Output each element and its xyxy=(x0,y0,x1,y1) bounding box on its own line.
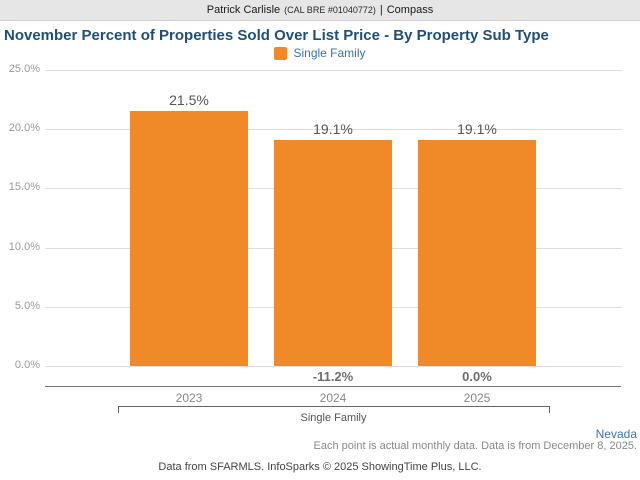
attribution: Data from SFARMLS. InfoSparks © 2025 Sho… xyxy=(158,461,482,473)
gridline xyxy=(45,366,622,367)
chart-title: November Percent of Properties Sold Over… xyxy=(4,27,549,44)
change-label-2025: 0.0% xyxy=(462,369,492,384)
x-tick-label-2025: 2025 xyxy=(463,391,491,405)
agent-license: (CAL BRE #01040772) xyxy=(284,5,376,15)
bar-group-2023: 21.5% xyxy=(130,70,248,366)
group-bracket-label: Single Family xyxy=(300,412,367,424)
x-tick-label-2023: 2023 xyxy=(175,391,203,405)
gridline xyxy=(45,70,622,71)
brokerage-name: Compass xyxy=(386,4,434,16)
bar-2025 xyxy=(418,139,536,366)
legend: Single Family xyxy=(0,46,640,60)
x-axis-line xyxy=(45,386,621,387)
plot-area: 21.5% 19.1% 19.1% xyxy=(45,70,622,367)
gridline xyxy=(45,129,622,131)
bar-value-label: 19.1% xyxy=(457,120,497,137)
bar-2024 xyxy=(274,139,392,366)
y-axis: 25.0% 20.0% 15.0% 10.0% 5.0% 0.0% xyxy=(0,63,40,371)
legend-label-single-family[interactable]: Single Family xyxy=(293,46,366,60)
bar-value-label: 19.1% xyxy=(313,120,353,137)
agent-name: Patrick Carlisle xyxy=(206,4,281,16)
y-tick-label: 25.0% xyxy=(8,63,40,75)
change-label-2024: -11.2% xyxy=(312,369,354,384)
y-tick-label: 10.0% xyxy=(8,241,40,253)
bar-group-2024: 19.1% xyxy=(274,70,392,366)
region-label[interactable]: Nevada xyxy=(595,427,637,441)
y-tick-label: 5.0% xyxy=(14,300,40,312)
group-bracket xyxy=(118,406,550,413)
y-tick-label: 15.0% xyxy=(8,181,40,193)
y-tick-label: 0.0% xyxy=(14,359,40,371)
data-note: Each point is actual monthly data. Data … xyxy=(313,440,637,452)
header-separator: | xyxy=(379,4,383,16)
y-tick-label: 20.0% xyxy=(8,122,40,134)
bar-2023 xyxy=(130,111,248,366)
bar-group-2025: 19.1% xyxy=(418,70,536,366)
header-bar: Patrick Carlisle (CAL BRE #01040772) | C… xyxy=(0,0,640,21)
bar-value-label: 21.5% xyxy=(169,92,209,109)
legend-swatch-single-family[interactable] xyxy=(274,46,288,60)
x-tick-label-2024: 2024 xyxy=(319,391,347,405)
